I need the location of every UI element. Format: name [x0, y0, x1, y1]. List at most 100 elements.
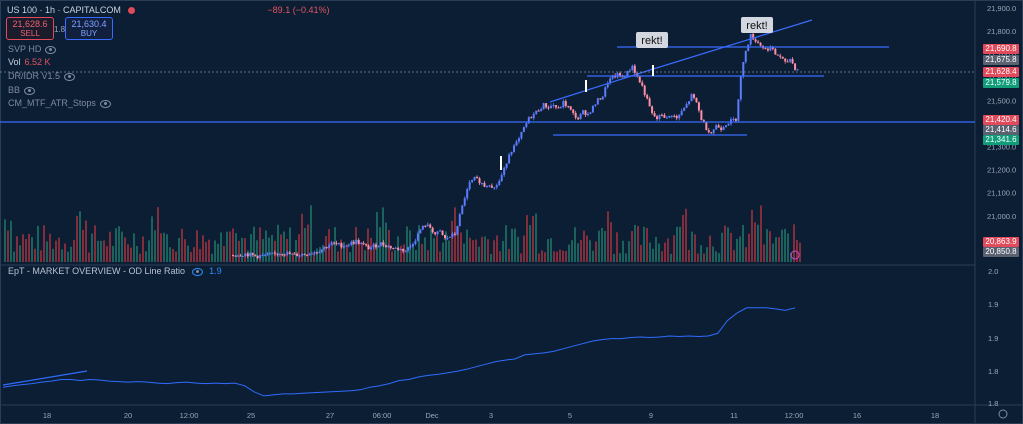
- candle-body: [394, 247, 397, 249]
- live-dot: [253, 7, 260, 14]
- sell-price: 21,628.6: [12, 19, 48, 29]
- candle-body: [794, 63, 797, 70]
- candle-body: [715, 125, 718, 130]
- candle-body: [241, 255, 244, 257]
- time-tick-label: 18: [931, 411, 939, 420]
- candle-body: [318, 252, 321, 254]
- indicator-tick-label: 1.9: [988, 300, 998, 309]
- symbol-title[interactable]: US 100 · 1h · CAPITALCOM: [7, 5, 121, 15]
- volume-bar: [715, 251, 717, 262]
- candle-body: [404, 250, 407, 252]
- candle-body: [305, 254, 308, 256]
- volume-bar: [217, 243, 219, 262]
- volume-bar: [358, 241, 360, 262]
- volume-bar: [625, 253, 627, 262]
- candle-body: [537, 110, 540, 112]
- price-label-box: 21,690.8: [983, 44, 1019, 54]
- candle-body: [291, 253, 294, 255]
- volume-bar: [727, 227, 729, 262]
- bb-label: BB: [8, 85, 21, 95]
- candle-body: [236, 255, 239, 257]
- volume-bar: [349, 252, 351, 262]
- volume-bar: [520, 253, 522, 262]
- candle-body: [769, 46, 772, 51]
- eye-icon[interactable]: [45, 45, 57, 54]
- volume-bar: [208, 239, 210, 262]
- volume-bar: [718, 253, 720, 262]
- candle-body: [444, 234, 447, 239]
- legend-volume[interactable]: Vol 6.52 K: [8, 57, 51, 67]
- candle-body: [330, 242, 333, 246]
- volume-bar: [697, 253, 699, 262]
- volume-bar: [52, 248, 54, 262]
- candle-body: [562, 101, 565, 108]
- volume-bar: [457, 226, 459, 262]
- candle-body: [641, 82, 644, 86]
- volume-bar: [751, 210, 753, 262]
- candle-body: [377, 245, 380, 248]
- candle-body: [397, 247, 400, 251]
- volume-bar: [124, 237, 126, 262]
- legend-bb[interactable]: BB: [8, 85, 36, 95]
- volume-bar: [61, 249, 63, 262]
- candle-body: [601, 96, 604, 100]
- indicator-pane-legend[interactable]: EpT - MARKET OVERVIEW - OD Line Ratio 1.…: [8, 266, 222, 276]
- candle-body: [407, 247, 410, 251]
- volume-bar: [34, 248, 36, 262]
- legend-cm[interactable]: CM_MTF_ATR_Stops: [8, 98, 111, 108]
- candle-body: [372, 244, 375, 248]
- volume-bar: [265, 230, 267, 262]
- volume-bar: [22, 234, 24, 262]
- buy-label: BUY: [80, 29, 98, 38]
- candle-body: [301, 254, 304, 256]
- volume-bar: [31, 237, 33, 262]
- volume-bar: [286, 238, 288, 262]
- candle-body: [584, 110, 587, 116]
- volume-bar: [721, 232, 723, 262]
- candle-body: [594, 104, 597, 106]
- eye-icon[interactable]: [191, 267, 203, 276]
- candle-body: [535, 110, 538, 114]
- volume-bar: [664, 242, 666, 262]
- volume-bar: [622, 240, 624, 262]
- eye-icon[interactable]: [64, 72, 76, 81]
- volume-bar: [4, 219, 6, 262]
- candle-body: [784, 58, 787, 62]
- volume-bar: [700, 245, 702, 262]
- candle-body: [695, 97, 698, 103]
- candle-body: [616, 73, 619, 78]
- candle-body: [446, 237, 449, 239]
- rekt-callout-text: rekt!: [641, 35, 662, 47]
- volume-bar: [244, 238, 246, 262]
- volume-bar: [637, 226, 639, 262]
- volume-bar: [190, 252, 192, 262]
- volume-bar: [469, 237, 471, 262]
- volume-bar: [292, 252, 294, 262]
- candle-body: [685, 104, 688, 108]
- candle-body: [727, 123, 730, 126]
- legend-svp[interactable]: SVP HD: [8, 44, 57, 54]
- buy-button[interactable]: 21,630.4 BUY: [65, 17, 113, 40]
- volume-bar: [67, 251, 69, 262]
- candle-body: [557, 107, 560, 109]
- volume-bar: [475, 239, 477, 262]
- eye-icon[interactable]: [24, 86, 36, 95]
- volume-bar: [88, 252, 90, 262]
- volume-bar: [502, 241, 504, 262]
- volume-bar: [37, 225, 39, 262]
- time-tick-label: 11: [730, 411, 738, 420]
- eye-icon[interactable]: [99, 99, 111, 108]
- candle-body: [609, 78, 612, 84]
- volume-bar: [322, 244, 324, 262]
- candle-body: [774, 48, 777, 55]
- drldr-label: DR/IDR V1.5: [8, 71, 61, 81]
- legend-drldr[interactable]: DR/IDR V1.5: [8, 71, 76, 81]
- volume-bar: [214, 240, 216, 262]
- candle-body: [626, 71, 629, 77]
- sell-button[interactable]: 21,628.6 SELL: [6, 17, 54, 40]
- candle-body: [471, 180, 474, 183]
- time-tick-label: 5: [568, 411, 572, 420]
- candle-body: [325, 247, 328, 249]
